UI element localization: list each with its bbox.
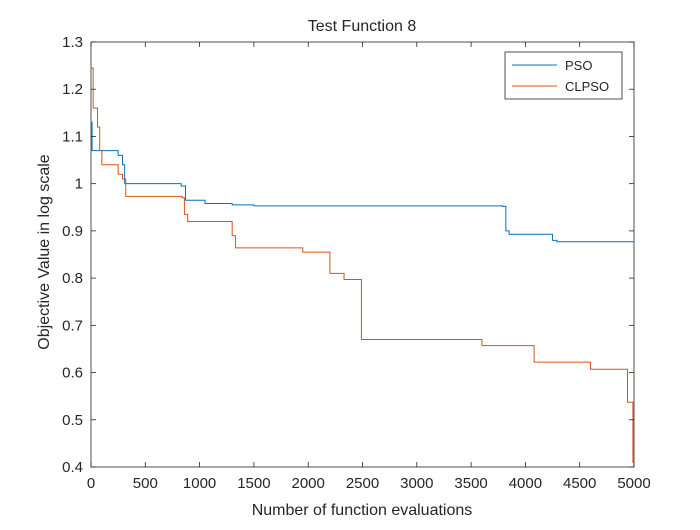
y-tick-label: 0.9	[62, 223, 83, 240]
y-tick-label: 1.1	[62, 128, 83, 145]
x-tick-label: 1000	[183, 475, 216, 492]
axis-layer: 0 500 1000 1500 2000 2500 3000 3500 4000 4500 5000…	[62, 34, 651, 492]
y-tick-label: 0.8	[62, 270, 83, 287]
series-line-pso	[91, 121, 634, 243]
y-tick-label: 1	[75, 176, 83, 193]
x-tick-label: 1500	[237, 475, 270, 492]
x-tick-label: 2500	[346, 475, 379, 492]
plot-area	[90, 41, 635, 468]
series-line-clpso	[91, 67, 634, 463]
legend-pso-label: PSO	[565, 58, 592, 73]
x-tick-label: 4000	[509, 475, 542, 492]
x-tick-label: 3500	[454, 475, 487, 492]
x-tick-label: 2000	[292, 475, 325, 492]
legend-box	[504, 51, 623, 100]
x-tick-label: 4500	[563, 475, 596, 492]
x-axis-label: Number of function evaluations	[252, 502, 473, 519]
series-layer	[91, 67, 634, 463]
x-tick-label: 500	[133, 475, 158, 492]
x-tick-label: 3000	[400, 475, 433, 492]
y-tick-label: 0.5	[62, 412, 83, 429]
y-tick-label: 1.2	[62, 81, 83, 98]
x-tick-label: 5000	[617, 475, 650, 492]
y-tick-label: 1.3	[62, 34, 83, 51]
legend: PSO CLPSO	[504, 51, 623, 100]
y-tick-label: 0.7	[62, 317, 83, 334]
plot-frame	[90, 41, 635, 468]
y-axis-label: Objective Value in log scale	[36, 154, 53, 349]
y-tick-label: 0.4	[62, 459, 83, 476]
y-tick-label: 0.6	[62, 365, 83, 382]
legend-clpso-label: CLPSO	[565, 79, 609, 94]
x-tick-label: 0	[87, 475, 95, 492]
chart-title: Test Function 8	[308, 18, 417, 35]
